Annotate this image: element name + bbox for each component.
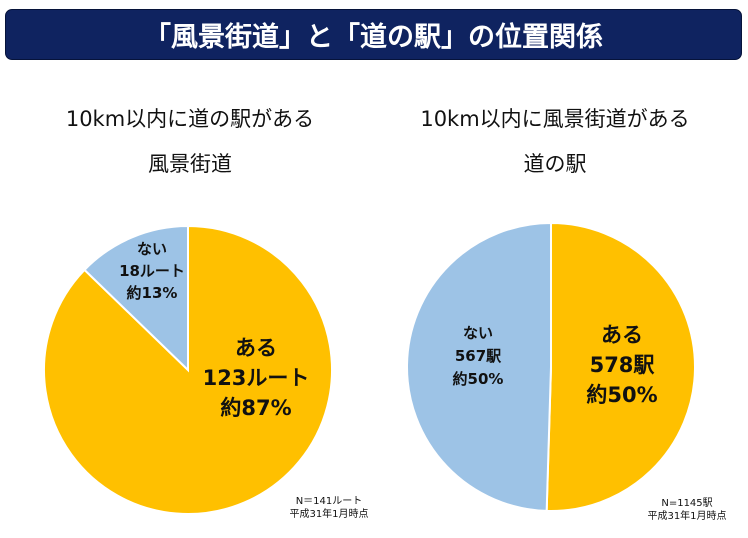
chart2-date: 平成31年1月時点	[647, 511, 727, 522]
chart1-no-name: ない	[137, 240, 167, 258]
pie-chart-routes	[43, 224, 333, 515]
page-title: 「風景街道」と「道の駅」の位置関係	[144, 22, 603, 53]
chart1-title-line1: 10km以内に道の駅がある	[65, 107, 315, 131]
chart2-no-percent: 約50%	[453, 370, 504, 388]
chart2-no-name: ない	[463, 324, 493, 342]
chart2-no-count: 567駅	[455, 347, 502, 365]
chart1-yes-name: ある	[235, 336, 277, 360]
pie-chart-stations	[406, 221, 696, 512]
chart1-title-line2: 風景街道	[148, 152, 232, 176]
chart2-yes-percent: 約50%	[586, 383, 657, 407]
pie-slice-no	[406, 221, 552, 512]
chart1-no-percent: 約13%	[127, 284, 178, 302]
title-banner: 「風景街道」と「道の駅」の位置関係	[5, 9, 742, 60]
chart1-note: N＝141ルート 平成31年1月時点	[270, 495, 388, 521]
chart1-yes-count: 123ルート	[203, 366, 310, 390]
chart1-date: 平成31年1月時点	[289, 509, 369, 520]
chart2-note: N=1145駅 平成31年1月時点	[628, 497, 746, 523]
chart2-yes-count: 578駅	[590, 353, 656, 377]
chart2-yes-name: ある	[601, 323, 643, 347]
chart2-title-line1: 10km以内に風景街道がある	[420, 107, 690, 131]
chart2-title-line2: 道の駅	[523, 152, 587, 176]
chart1-no-count: 18ルート	[119, 262, 185, 280]
pie-slice-yes	[545, 221, 696, 512]
pie-slice-no	[83, 224, 189, 373]
chart1-yes-percent: 約87%	[220, 396, 291, 420]
chart2-sample-size: N=1145駅	[661, 498, 713, 509]
chart1-sample-size: N＝141ルート	[295, 496, 363, 507]
